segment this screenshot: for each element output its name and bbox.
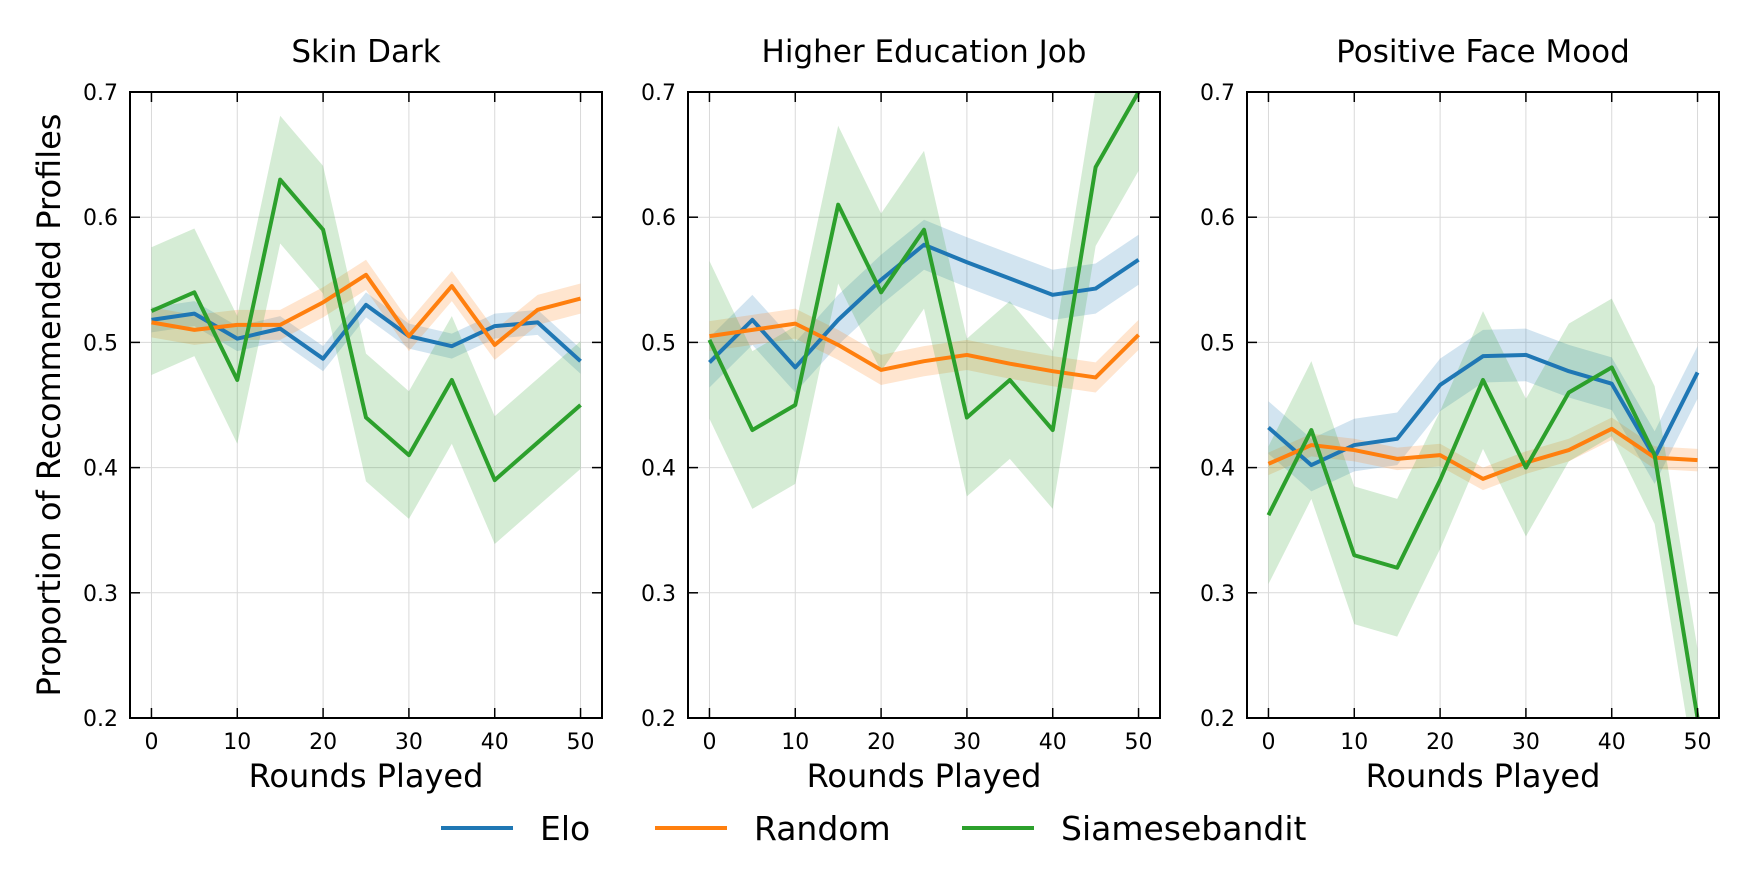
x-tick-label: 30 (395, 730, 423, 755)
y-tick-label: 0.6 (641, 206, 676, 231)
series-line-siamesebandit (707, 92, 1141, 433)
series-line-elo (708, 242, 1140, 370)
x-tick-label: 20 (1426, 730, 1454, 755)
y-tick-label: 0.3 (1200, 582, 1235, 607)
y-tick-label: 0.2 (1200, 707, 1235, 732)
y-tick-label: 0.3 (641, 582, 676, 607)
y-tick-label: 0.4 (641, 457, 676, 482)
series-line-siamesebandit (1266, 365, 1700, 718)
confidence-band-random (709, 308, 1139, 393)
plot-frame (129, 91, 603, 719)
confidence-band-elo (151, 292, 581, 374)
x-tick-label: 20 (309, 730, 337, 755)
x-tick-label: 10 (1340, 730, 1368, 755)
y-tick-label: 0.4 (83, 457, 118, 482)
legend-entry-elo: Elo (540, 809, 590, 848)
y-tick-label: 0.6 (1200, 206, 1235, 231)
legend-entry-random: Random (754, 809, 891, 848)
x-tick-label: 0 (144, 730, 158, 755)
y-tick-label: 0.5 (1200, 331, 1235, 356)
confidence-band-elo (1268, 328, 1698, 492)
y-tick-label: 0.3 (83, 582, 118, 607)
panel-title: Skin Dark (291, 34, 440, 70)
plot-frame (1246, 91, 1720, 719)
plot-frame (687, 91, 1161, 719)
x-tick-label: 50 (1125, 730, 1153, 755)
x-tick-label: 20 (867, 730, 895, 755)
y-tick-label: 0.2 (83, 707, 118, 732)
x-tick-label: 40 (1598, 730, 1626, 755)
x-axis-label: Rounds Played (1366, 757, 1601, 795)
y-tick-label: 0.7 (83, 81, 118, 106)
panel-title: Positive Face Mood (1336, 34, 1630, 70)
x-tick-label: 50 (1684, 730, 1712, 755)
series-line-random (1267, 426, 1698, 481)
y-tick-label: 0.4 (1200, 457, 1235, 482)
y-tick-label: 0.2 (641, 707, 676, 732)
confidence-band-siamesebandit (151, 115, 581, 544)
legend-entry-siamesebandit: Siamesebandit (1061, 809, 1306, 848)
x-tick-label: 40 (481, 730, 509, 755)
series-line-random (151, 272, 582, 347)
confidence-band-siamesebandit (1268, 298, 1698, 718)
y-tick-label: 0.5 (641, 331, 676, 356)
confidence-band-siamesebandit (709, 92, 1139, 509)
x-tick-label: 50 (567, 730, 595, 755)
x-tick-label: 10 (223, 730, 251, 755)
x-tick-label: 10 (781, 730, 809, 755)
confidence-band-elo (709, 219, 1139, 393)
y-tick-label: 0.7 (641, 81, 676, 106)
series-line-elo (1267, 352, 1700, 468)
series-line-siamesebandit (150, 177, 582, 483)
x-tick-label: 40 (1039, 730, 1067, 755)
x-tick-label: 0 (1261, 730, 1275, 755)
x-axis-label: Rounds Played (249, 757, 484, 795)
x-tick-label: 0 (702, 730, 716, 755)
y-tick-label: 0.5 (83, 331, 118, 356)
series-line-random (709, 321, 1140, 380)
x-axis-label: Rounds Played (807, 757, 1042, 795)
panel-title: Higher Education Job (762, 34, 1087, 70)
confidence-band-random (1268, 417, 1698, 491)
y-axis-label: Proportion of Recommended Profiles (30, 114, 68, 697)
series-line-elo (151, 302, 582, 363)
y-tick-label: 0.7 (1200, 81, 1235, 106)
y-tick-label: 0.6 (83, 206, 118, 231)
x-tick-label: 30 (1512, 730, 1540, 755)
x-tick-label: 30 (953, 730, 981, 755)
